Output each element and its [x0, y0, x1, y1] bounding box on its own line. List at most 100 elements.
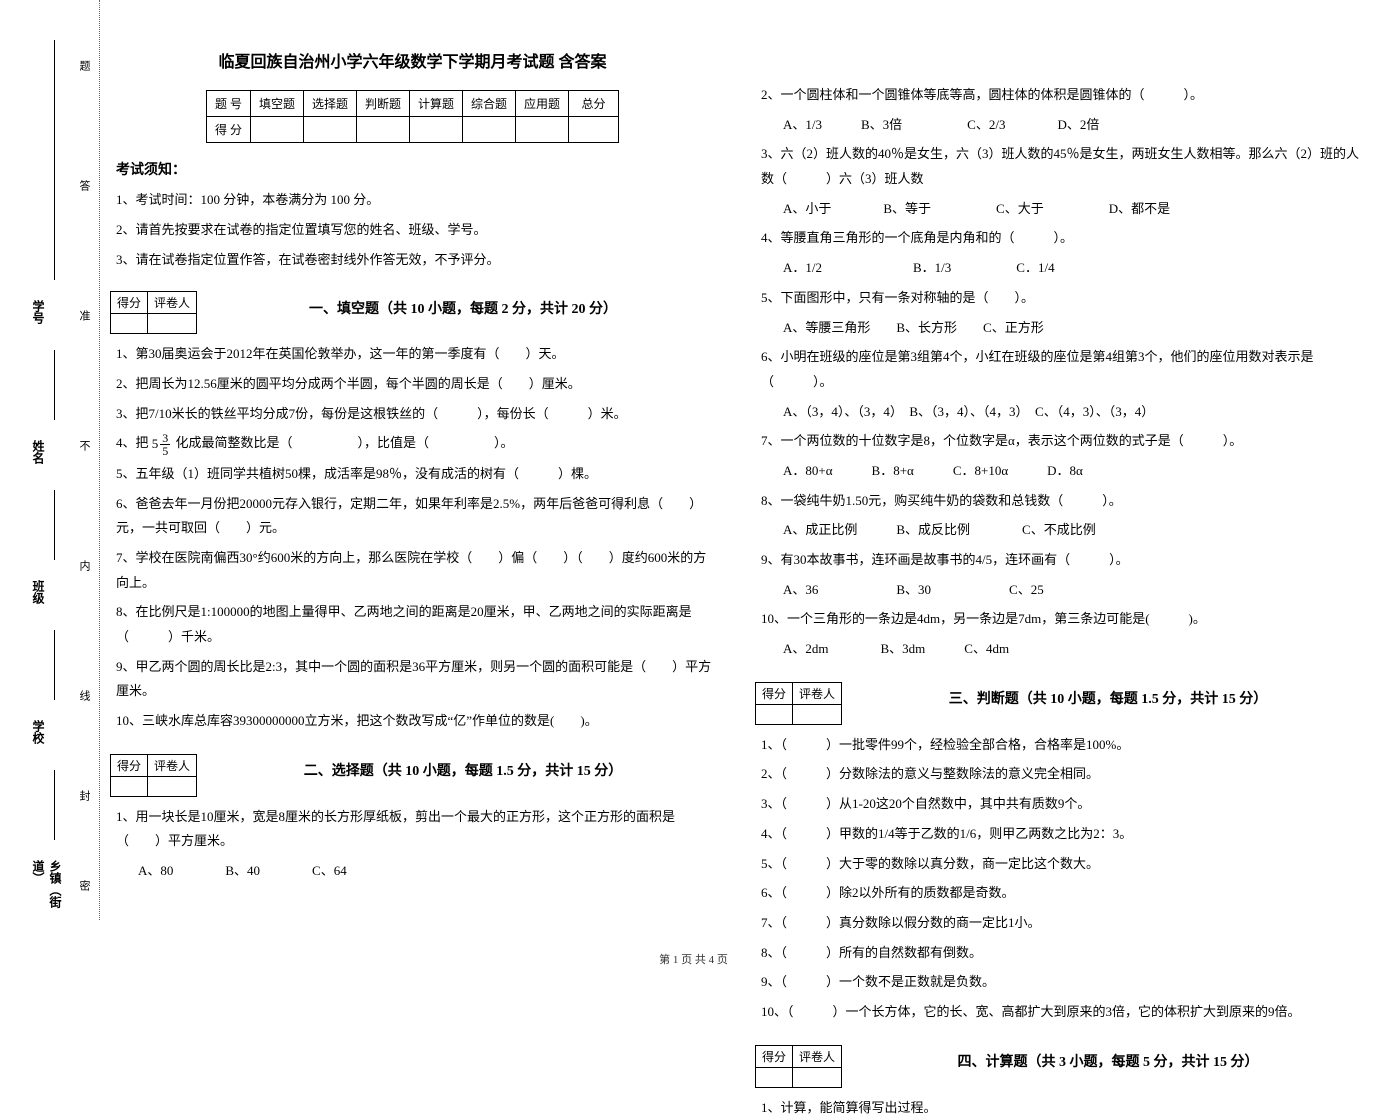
score-cell [250, 117, 303, 143]
section-title-judge: 三、判断题（共 10 小题，每题 1.5 分，共计 15 分） [856, 688, 1360, 708]
section-title-calc: 四、计算题（共 3 小题，每题 5 分，共计 15 分） [856, 1051, 1360, 1071]
binding-field-school: 学校 [30, 720, 47, 744]
scorebox-label: 评卷人 [148, 292, 197, 314]
exam-notice-line: 1、考试时间：100 分钟，本卷满分为 100 分。 [116, 189, 715, 211]
choice-q2-opts: A、1/3 B、3倍 C、2/3 D、2倍 [783, 113, 1360, 138]
choice-q6: 6、小明在班级的座位是第3组第4个，小红在班级的座位是第4组第3个，他们的座位用… [761, 345, 1360, 394]
score-cell [516, 117, 569, 143]
choice-q1: 1、用一块长是10厘米，宽是8厘米的长方形厚纸板，剪出一个最大的正方形，这个正方… [116, 805, 715, 854]
scorebox-cell [111, 776, 148, 796]
score-header: 判断题 [356, 91, 409, 117]
score-cell [410, 117, 463, 143]
choice-q9-opts: A、36 B、30 C、25 [783, 578, 1360, 603]
fill-q6: 6、爸爸去年一月份把20000元存入银行，定期二年，如果年利率是2.5%，两年后… [116, 492, 715, 541]
binding-field-id: 学号 [30, 300, 47, 324]
scorebox: 得分评卷人 [755, 682, 842, 725]
scorebox-cell [148, 776, 197, 796]
score-header: 总分 [569, 91, 619, 117]
fraction-numerator: 3 [160, 432, 170, 445]
page-footer: 第 1 页 共 4 页 [0, 951, 1387, 967]
choice-q5-opts: A、等腰三角形 B、长方形 C、正方形 [783, 316, 1360, 341]
binding-line [54, 350, 55, 420]
dotted-marker: 准 [76, 310, 92, 329]
section-head-fill: 得分评卷人 一、填空题（共 10 小题，每题 2 分，共计 20 分） [110, 281, 715, 334]
choice-q9: 9、有30本故事书，连环画是故事书的4/5，连环画有（ ）。 [761, 548, 1360, 573]
scorebox-label: 得分 [756, 682, 793, 704]
fill-q1: 1、第30届奥运会于2012年在英国伦敦举办，这一年的第一季度有（ ）天。 [116, 342, 715, 367]
judge-q1: 1、（ ）一批零件99个，经检验全部合格，合格率是100%。 [761, 733, 1360, 758]
dotted-marker: 题 [76, 60, 92, 79]
score-summary-table: 题 号 填空题 选择题 判断题 计算题 综合题 应用题 总分 得 分 [206, 90, 619, 143]
fraction: 35 [160, 432, 170, 457]
page-content: 临夏回族自治州小学六年级数学下学期月考试题 含答案 题 号 填空题 选择题 判断… [110, 20, 1370, 940]
table-row: 得 分 [206, 117, 618, 143]
exam-notice-line: 3、请在试卷指定位置作答，在试卷密封线外作答无效，不予评分。 [116, 249, 715, 271]
scorebox-cell [756, 1067, 793, 1087]
calc-q1: 1、计算，能简算得写出过程。 [761, 1096, 1360, 1120]
right-column: 2、一个圆柱体和一个圆锥体等底等高，圆柱体的体积是圆锥体的（ ）。 A、1/3 … [755, 20, 1360, 940]
binding-field-name: 姓名 [30, 440, 47, 464]
dotted-marker: 密 [76, 880, 92, 899]
scorebox-cell [756, 704, 793, 724]
choice-q5: 5、下面图形中，只有一条对称轴的是（ ）。 [761, 286, 1360, 311]
section-head-calc: 得分评卷人 四、计算题（共 3 小题，每题 5 分，共计 15 分） [755, 1035, 1360, 1088]
scorebox-label: 得分 [111, 754, 148, 776]
section-head-judge: 得分评卷人 三、判断题（共 10 小题，每题 1.5 分，共计 15 分） [755, 672, 1360, 725]
binding-field-township: 乡镇（街道） [30, 860, 64, 920]
fill-q4: 4、把 535 化成最简整数比是（ ），比值是（ ）。 [116, 431, 715, 457]
dotted-marker: 线 [76, 690, 92, 709]
judge-q10: 10、（ ）一个长方体，它的长、宽、高都扩大到原来的3倍，它的体积扩大到原来的9… [761, 1000, 1360, 1025]
score-cell [463, 117, 516, 143]
choice-q3-opts: A、小于 B、等于 C、大于 D、都不是 [783, 197, 1360, 222]
choice-q4: 4、等腰直角三角形的一个底角是内角和的（ ）。 [761, 226, 1360, 251]
scorebox-label: 评卷人 [793, 1045, 842, 1067]
score-cell [356, 117, 409, 143]
fill-q4a: 4、把 [116, 435, 149, 450]
fill-q9: 9、甲乙两个圆的周长比是2:3，其中一个圆的面积是36平方厘米，则另一个圆的面积… [116, 655, 715, 704]
dotted-marker: 封 [76, 790, 92, 809]
score-header: 应用题 [516, 91, 569, 117]
scorebox-label: 得分 [756, 1045, 793, 1067]
scorebox: 得分评卷人 [755, 1045, 842, 1088]
judge-q3: 3、（ ）从1-20这20个自然数中，其中共有质数9个。 [761, 792, 1360, 817]
exam-notice-line: 2、请首先按要求在试卷的指定位置填写您的姓名、班级、学号。 [116, 219, 715, 241]
choice-q7: 7、一个两位数的十位数字是8，个位数字是α，表示这个两位数的式子是（ ）。 [761, 429, 1360, 454]
page-title: 临夏回族自治州小学六年级数学下学期月考试题 含答案 [110, 48, 715, 72]
judge-q6: 6、（ ）除2以外所有的质数都是奇数。 [761, 881, 1360, 906]
scorebox-cell [793, 1067, 842, 1087]
choice-q2: 2、一个圆柱体和一个圆锥体等底等高，圆柱体的体积是圆锥体的（ ）。 [761, 83, 1360, 108]
scorebox-label: 得分 [111, 292, 148, 314]
score-header: 选择题 [303, 91, 356, 117]
fill-q4b: 化成最简整数比是（ ），比值是（ ）。 [176, 435, 514, 450]
judge-q5: 5、（ ）大于零的数除以真分数，商一定比这个数大。 [761, 852, 1360, 877]
binding-line [54, 770, 55, 840]
fill-q3: 3、把7/10米长的铁丝平均分成7份，每份是这根铁丝的（ ），每份长（ ）米。 [116, 402, 715, 427]
choice-q7-opts: A．80+α B．8+α C．8+10α D．8α [783, 459, 1360, 484]
choice-q10-opts: A、2dm B、3dm C、4dm [783, 637, 1360, 662]
fill-q10: 10、三峡水库总库容39300000000立方米，把这个数改写成“亿”作单位的数… [116, 709, 715, 734]
scorebox-label: 评卷人 [793, 682, 842, 704]
fill-q4-mixed-int: 5 [152, 432, 159, 457]
judge-q9: 9、（ ）一个数不是正数就是负数。 [761, 970, 1360, 995]
binding-column: 乡镇（街道） 学校 班级 姓名 学号 密 封 线 内 不 准 答 题 [0, 0, 100, 920]
judge-q7: 7、（ ）真分数除以假分数的商一定比1小。 [761, 911, 1360, 936]
fill-q7: 7、学校在医院南偏西30°约600米的方向上，那么医院在学校（ ）偏（ ）（ ）… [116, 546, 715, 595]
left-column: 临夏回族自治州小学六年级数学下学期月考试题 含答案 题 号 填空题 选择题 判断… [110, 20, 715, 940]
scorebox-cell [148, 314, 197, 334]
section-head-choice: 得分评卷人 二、选择题（共 10 小题，每题 1.5 分，共计 15 分） [110, 744, 715, 797]
fill-q8: 8、在比例尺是1:100000的地图上量得甲、乙两地之间的距离是20厘米，甲、乙… [116, 600, 715, 649]
dotted-marker: 不 [76, 440, 92, 459]
section-title-choice: 二、选择题（共 10 小题，每题 1.5 分，共计 15 分） [211, 760, 715, 780]
binding-line [54, 40, 55, 280]
score-header: 题 号 [206, 91, 250, 117]
choice-q10: 10、一个三角形的一条边是4dm，另一条边是7dm，第三条边可能是( )。 [761, 607, 1360, 632]
scorebox-cell [111, 314, 148, 334]
scorebox: 得分评卷人 [110, 291, 197, 334]
binding-field-class: 班级 [30, 580, 47, 604]
exam-notice-title: 考试须知： [116, 159, 715, 179]
scorebox: 得分评卷人 [110, 754, 197, 797]
choice-q1-opts: A、80 B、40 C、64 [138, 859, 715, 884]
fill-q5: 5、五年级（1）班同学共植树50棵，成活率是98％，没有成活的树有（ ）棵。 [116, 462, 715, 487]
score-cell [569, 117, 619, 143]
score-row-label: 得 分 [206, 117, 250, 143]
